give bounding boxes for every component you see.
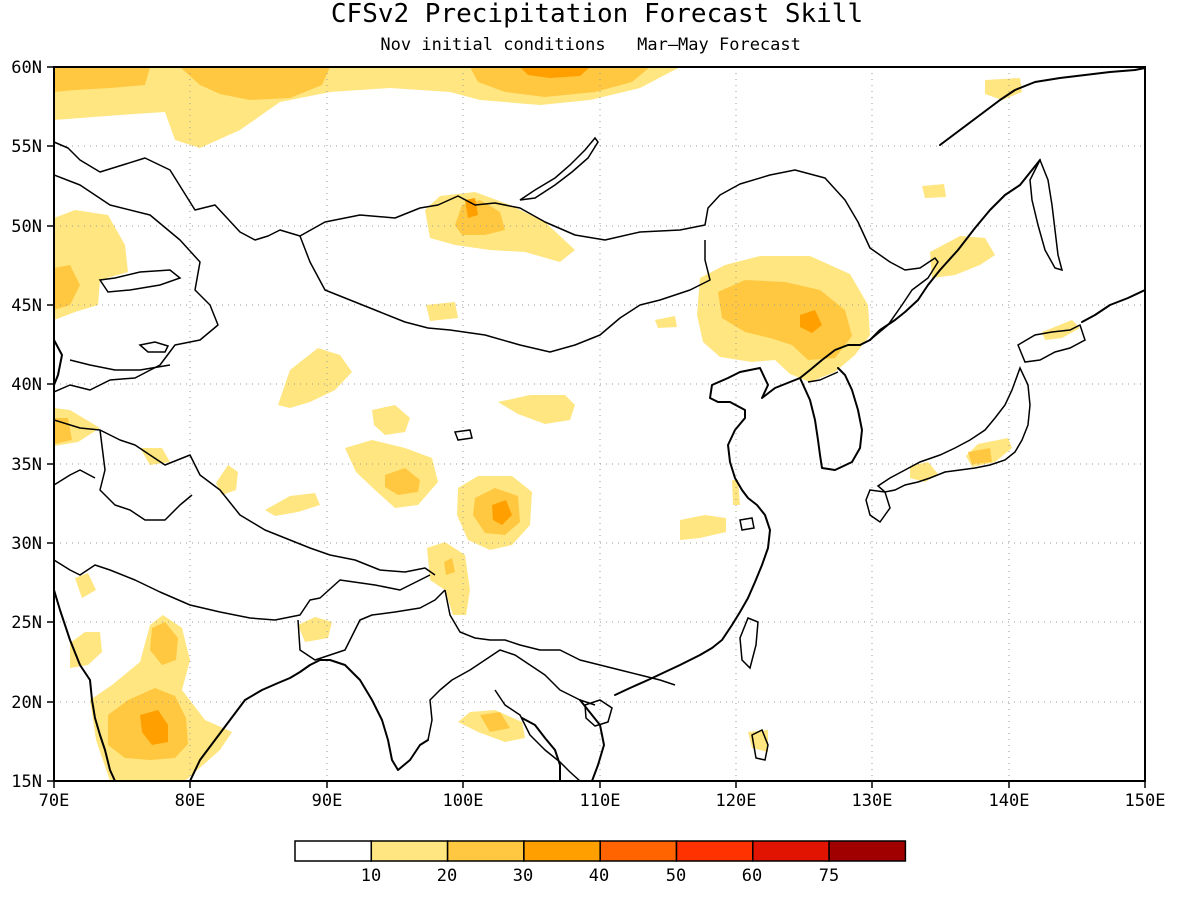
legend-color-box	[523, 840, 601, 862]
lat-label: 35N	[11, 455, 42, 475]
lon-label: 130E	[852, 791, 893, 811]
legend-label: 60	[742, 866, 762, 886]
map-title: CFSv2 Precipitation Forecast Skill	[331, 0, 863, 29]
lon-label: 150E	[1125, 791, 1166, 811]
lon-label: 80E	[175, 791, 206, 811]
legend-labels: 10 20 30 40 50 60 75	[361, 866, 839, 886]
color-legend: 10 20 30 40 50 60 75	[294, 840, 907, 886]
lat-label: 60N	[11, 58, 42, 78]
map-subtitle-right: Mar–May Forecast	[637, 35, 801, 55]
latitude-labels: 15N 20N 25N 30N 35N 40N 45N 50N 55N 60N	[11, 58, 42, 792]
legend-color-box	[675, 840, 754, 862]
plot-area: 70E 80E 90E 100E 110E 120E 130E 140E 150…	[11, 58, 1165, 811]
legend-label: 20	[437, 866, 457, 886]
legend-color-box	[599, 840, 678, 862]
skill-shading-30-40	[140, 67, 822, 745]
legend-label: 75	[819, 866, 839, 886]
legend-color-box	[828, 840, 907, 862]
legend-color-box	[370, 840, 449, 862]
legend-color-box	[294, 840, 373, 862]
lon-label: 90E	[312, 791, 343, 811]
lat-label: 55N	[11, 137, 42, 157]
legend-label: 10	[361, 866, 381, 886]
lat-label: 40N	[11, 375, 42, 395]
lon-label: 110E	[580, 791, 621, 811]
legend-color-boxes	[294, 840, 907, 862]
lon-label: 140E	[989, 791, 1030, 811]
lat-label: 15N	[11, 772, 42, 792]
skill-shading-10-20	[54, 67, 1080, 781]
legend-color-box	[752, 840, 830, 862]
lat-label: 30N	[11, 534, 42, 554]
map-subtitle-left: Nov initial conditions	[380, 35, 605, 55]
longitude-labels: 70E 80E 90E 100E 110E 120E 130E 140E 150…	[39, 791, 1166, 811]
map-gridlines	[54, 67, 1145, 781]
legend-label: 30	[513, 866, 533, 886]
coastlines-and-borders	[54, 67, 1145, 781]
lat-label: 50N	[11, 217, 42, 237]
lon-label: 70E	[39, 791, 70, 811]
lon-label: 120E	[716, 791, 757, 811]
lat-label: 25N	[11, 613, 42, 633]
legend-label: 40	[589, 866, 609, 886]
axis-ticks	[47, 66, 1146, 788]
lon-label: 100E	[443, 791, 484, 811]
lat-label: 20N	[11, 693, 42, 713]
legend-color-box	[446, 840, 525, 862]
legend-label: 50	[666, 866, 686, 886]
lat-label: 45N	[11, 296, 42, 316]
